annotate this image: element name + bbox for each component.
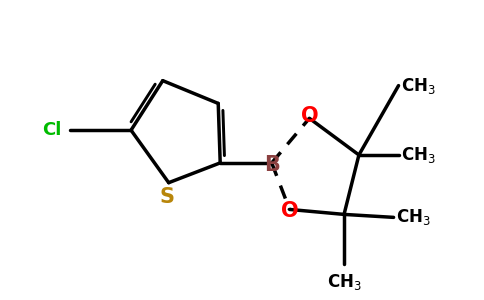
Text: B: B — [264, 155, 280, 175]
Text: CH$_3$: CH$_3$ — [401, 145, 435, 165]
Text: CH$_3$: CH$_3$ — [327, 272, 362, 292]
Text: Cl: Cl — [42, 121, 61, 139]
Text: S: S — [159, 187, 174, 207]
Text: O: O — [301, 106, 318, 126]
Text: O: O — [281, 201, 298, 221]
Text: CH$_3$: CH$_3$ — [395, 207, 430, 227]
Text: CH$_3$: CH$_3$ — [401, 76, 435, 96]
